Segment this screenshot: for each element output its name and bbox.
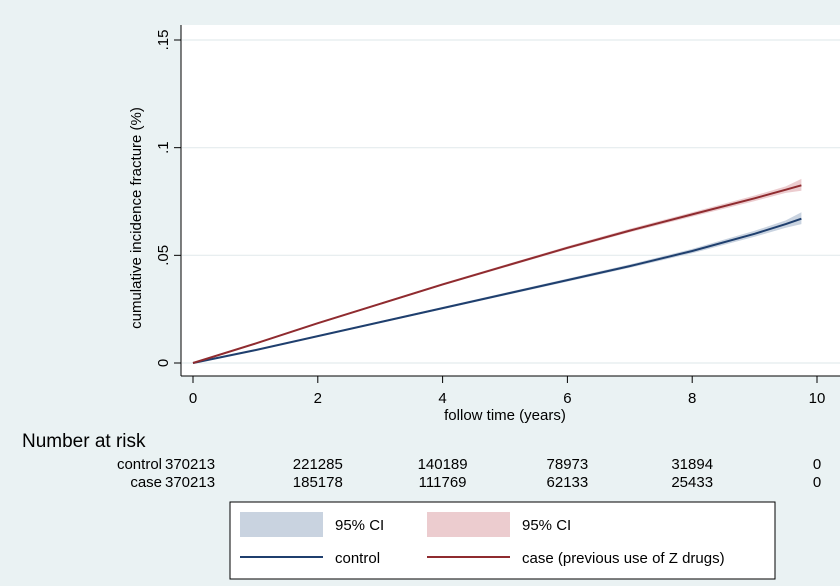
legend: 95% CI 95% CI control case (previous use of… xyxy=(240,512,725,567)
risk-value-control-5: 0 xyxy=(813,456,821,473)
x-tick-label-2: 4 xyxy=(438,390,446,407)
axes: 0 .05 .1 .15 0 2 4 6 8 10 xyxy=(155,25,840,407)
x-tick-label-3: 6 xyxy=(563,390,571,407)
series-lines xyxy=(192,184,802,364)
risk-value-control-4: 31894 xyxy=(671,456,713,473)
legend-label-0: 95% CI xyxy=(335,517,384,534)
x-tick-label-4: 8 xyxy=(688,390,696,407)
risk-value-case-1: 185178 xyxy=(293,474,343,491)
y-axis-label: cumulative incidence fracture (%) xyxy=(128,107,145,329)
x-axis-label: follow time (years) xyxy=(444,407,566,424)
risk-value-control-1: 221285 xyxy=(293,456,343,473)
series-line-1 xyxy=(192,184,802,364)
y-tick-label-1: .05 xyxy=(155,245,172,266)
risk-value-case-5: 0 xyxy=(813,474,821,491)
legend-ci-swatch-0 xyxy=(240,512,323,537)
x-tick-label-1: 2 xyxy=(314,390,322,407)
risk-row-label-case: case xyxy=(130,474,162,491)
y-tick-label-3: .15 xyxy=(155,30,172,51)
plot-area xyxy=(181,25,840,376)
risk-table: control 370213 221285 140189 78973 31894 0 case… xyxy=(117,456,821,491)
series-line-0 xyxy=(192,217,802,364)
x-tick-label-5: 10 xyxy=(809,390,826,407)
risk-row-label-control: control xyxy=(117,456,162,473)
legend-label-3: case (previous use of Z drugs) xyxy=(522,550,725,567)
risk-table-title: Number at risk xyxy=(22,431,146,452)
grid-lines xyxy=(182,39,840,364)
risk-value-control-3: 78973 xyxy=(547,456,589,473)
risk-value-case-3: 62133 xyxy=(547,474,589,491)
x-tick-label-0: 0 xyxy=(189,390,197,407)
legend-label-1: 95% CI xyxy=(522,517,571,534)
risk-value-control-0: 370213 xyxy=(165,456,215,473)
risk-value-case-2: 111769 xyxy=(419,474,467,491)
risk-value-case-0: 370213 xyxy=(165,474,215,491)
legend-label-2: control xyxy=(335,550,380,567)
legend-ci-swatch-1 xyxy=(427,512,510,537)
y-tick-label-0: 0 xyxy=(155,359,172,367)
risk-value-control-2: 140189 xyxy=(418,456,468,473)
risk-value-case-4: 25433 xyxy=(671,474,713,491)
y-tick-label-2: .1 xyxy=(155,141,172,154)
